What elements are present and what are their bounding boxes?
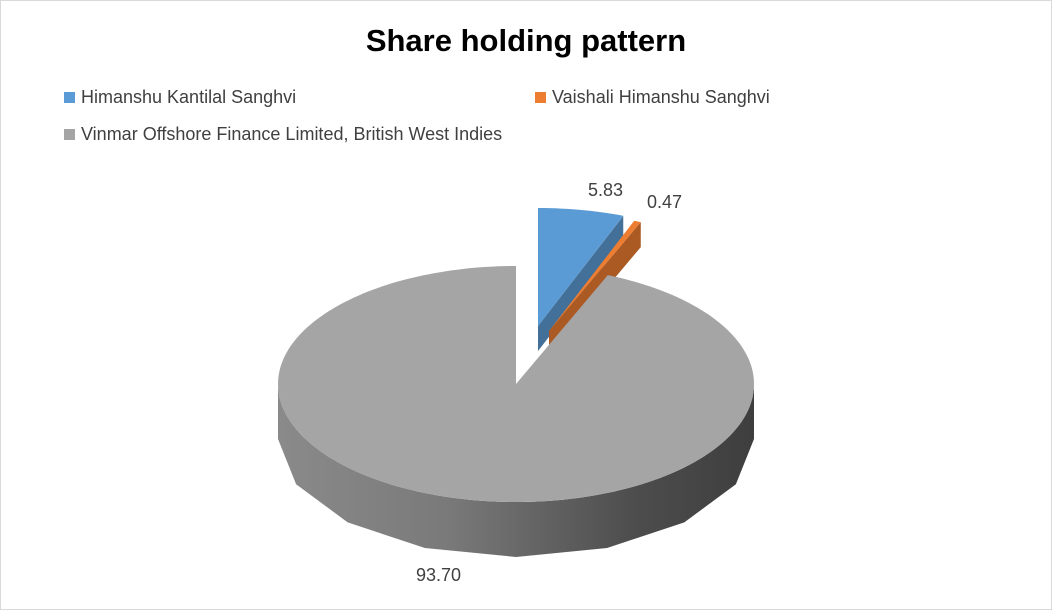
pie-slice-side-himanshu <box>538 215 624 351</box>
legend-swatch <box>64 129 75 140</box>
legend-label: Himanshu Kantilal Sanghvi <box>81 87 297 107</box>
legend-item-himanshu: Himanshu Kantilal Sanghvi <box>64 87 296 108</box>
pie-slice-wall-vinmar <box>278 384 754 557</box>
pie-slice-vinmar <box>278 266 754 502</box>
chart-title: Share holding pattern <box>365 23 687 58</box>
legend-item-vaishali: Vaishali Himanshu Sanghvi <box>535 87 770 108</box>
data-label-vinmar: 93.70 <box>416 565 462 585</box>
legend-label: Vaishali Himanshu Sanghvi <box>552 87 770 107</box>
legend-item-vinmar: Vinmar Offshore Finance Limited, British… <box>64 124 502 145</box>
pie-slice-himanshu <box>538 208 624 326</box>
pie-slice-vaishali <box>549 220 641 331</box>
data-label-himanshu: 5.83 <box>588 180 624 200</box>
legend-swatch <box>535 92 546 103</box>
data-label-vaishali: 0.47 <box>647 192 683 212</box>
legend-label: Vinmar Offshore Finance Limited, British… <box>81 124 503 144</box>
legend-swatch <box>64 92 75 103</box>
